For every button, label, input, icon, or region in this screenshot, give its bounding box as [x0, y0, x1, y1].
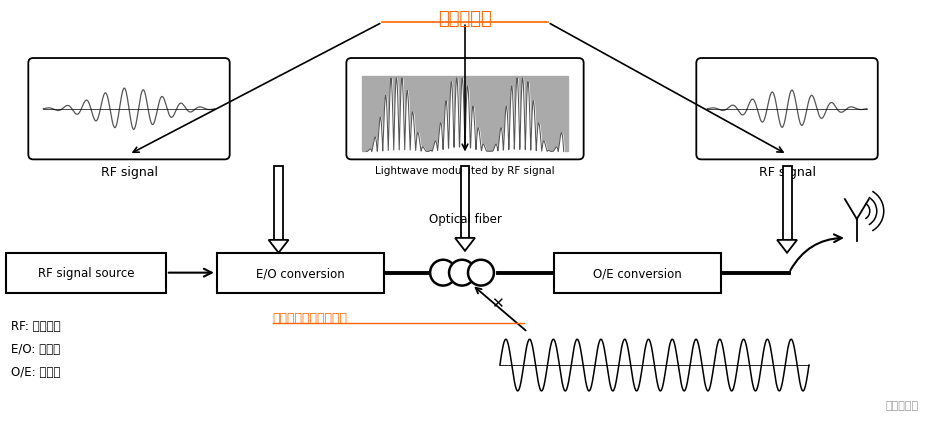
Text: O/E conversion: O/E conversion	[593, 267, 682, 279]
FancyBboxPatch shape	[7, 253, 166, 293]
FancyBboxPatch shape	[28, 59, 230, 160]
FancyBboxPatch shape	[461, 167, 469, 238]
Text: ✕: ✕	[492, 295, 504, 310]
FancyBboxPatch shape	[362, 77, 567, 152]
Ellipse shape	[468, 260, 494, 286]
FancyBboxPatch shape	[554, 253, 721, 293]
Polygon shape	[455, 238, 475, 251]
FancyBboxPatch shape	[346, 59, 584, 160]
Text: 同样的波形: 同样的波形	[439, 11, 492, 28]
FancyBboxPatch shape	[696, 59, 878, 160]
Ellipse shape	[449, 260, 475, 286]
Text: Lightwave modulated by RF signal: Lightwave modulated by RF signal	[375, 166, 555, 176]
Text: O/E: 光转电: O/E: 光转电	[11, 365, 61, 378]
Ellipse shape	[430, 260, 456, 286]
Text: RF signal: RF signal	[101, 166, 158, 179]
Polygon shape	[777, 240, 797, 253]
Text: 光纤外无线电信号干扰: 光纤外无线电信号干扰	[272, 311, 348, 324]
Polygon shape	[269, 240, 288, 253]
FancyBboxPatch shape	[274, 167, 283, 240]
Text: E/O: 电转光: E/O: 电转光	[11, 342, 61, 355]
Text: RF: 射频信号: RF: 射频信号	[11, 319, 61, 332]
FancyBboxPatch shape	[216, 253, 384, 293]
Text: RF signal: RF signal	[759, 166, 815, 179]
Text: RF signal source: RF signal source	[38, 267, 134, 279]
FancyBboxPatch shape	[783, 167, 791, 240]
Text: Optical fiber: Optical fiber	[428, 212, 501, 226]
Text: 虹科无线电: 虹科无线电	[885, 400, 919, 410]
Text: E/O conversion: E/O conversion	[257, 267, 345, 279]
